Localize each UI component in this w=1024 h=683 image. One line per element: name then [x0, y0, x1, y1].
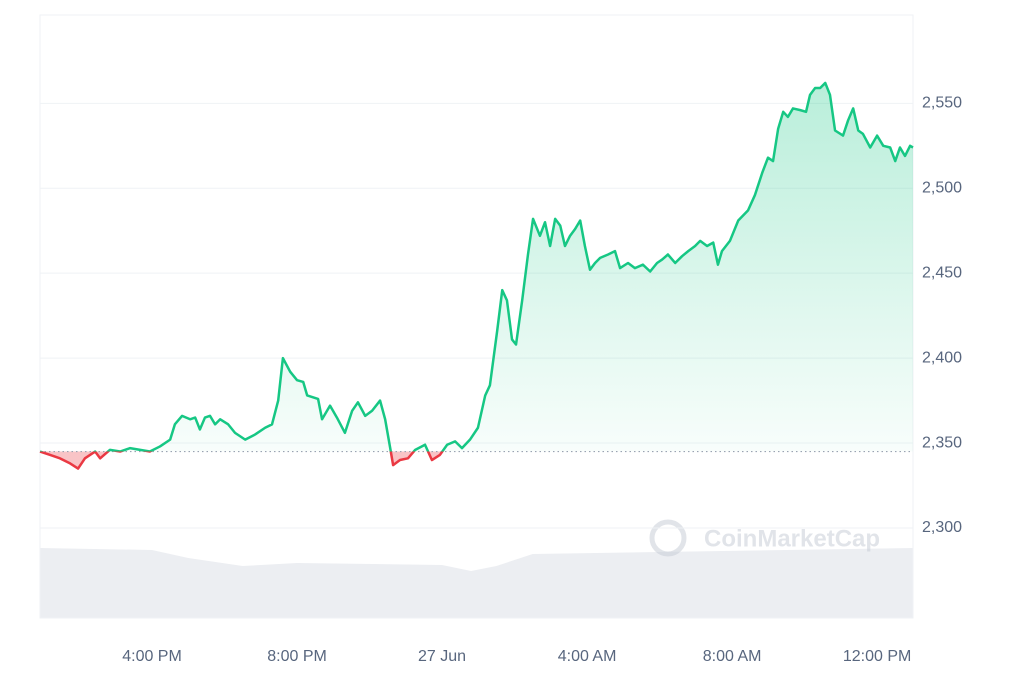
area-fill [40, 82, 913, 469]
volume-area [40, 548, 913, 618]
y-tick-label: 2,350 [922, 434, 962, 451]
y-tick-label: 2,500 [922, 179, 962, 196]
x-tick-label: 8:00 PM [267, 648, 327, 665]
watermark-logo [649, 519, 687, 557]
x-tick-label: 4:00 PM [122, 648, 182, 665]
x-tick-label: 27 Jun [418, 648, 466, 665]
y-tick-label: 2,300 [922, 519, 962, 536]
x-tick-label: 4:00 AM [558, 648, 617, 665]
price-line [39, 81, 914, 470]
watermark: CoinMarketCap [649, 519, 880, 557]
y-tick-label: 2,550 [922, 95, 962, 112]
y-tick-label: 2,450 [922, 264, 962, 281]
watermark-text: CoinMarketCap [704, 525, 880, 552]
y-tick-label: 2,400 [922, 349, 962, 366]
x-tick-label: 8:00 AM [703, 648, 762, 665]
x-tick-label: 12:00 PM [843, 648, 911, 665]
